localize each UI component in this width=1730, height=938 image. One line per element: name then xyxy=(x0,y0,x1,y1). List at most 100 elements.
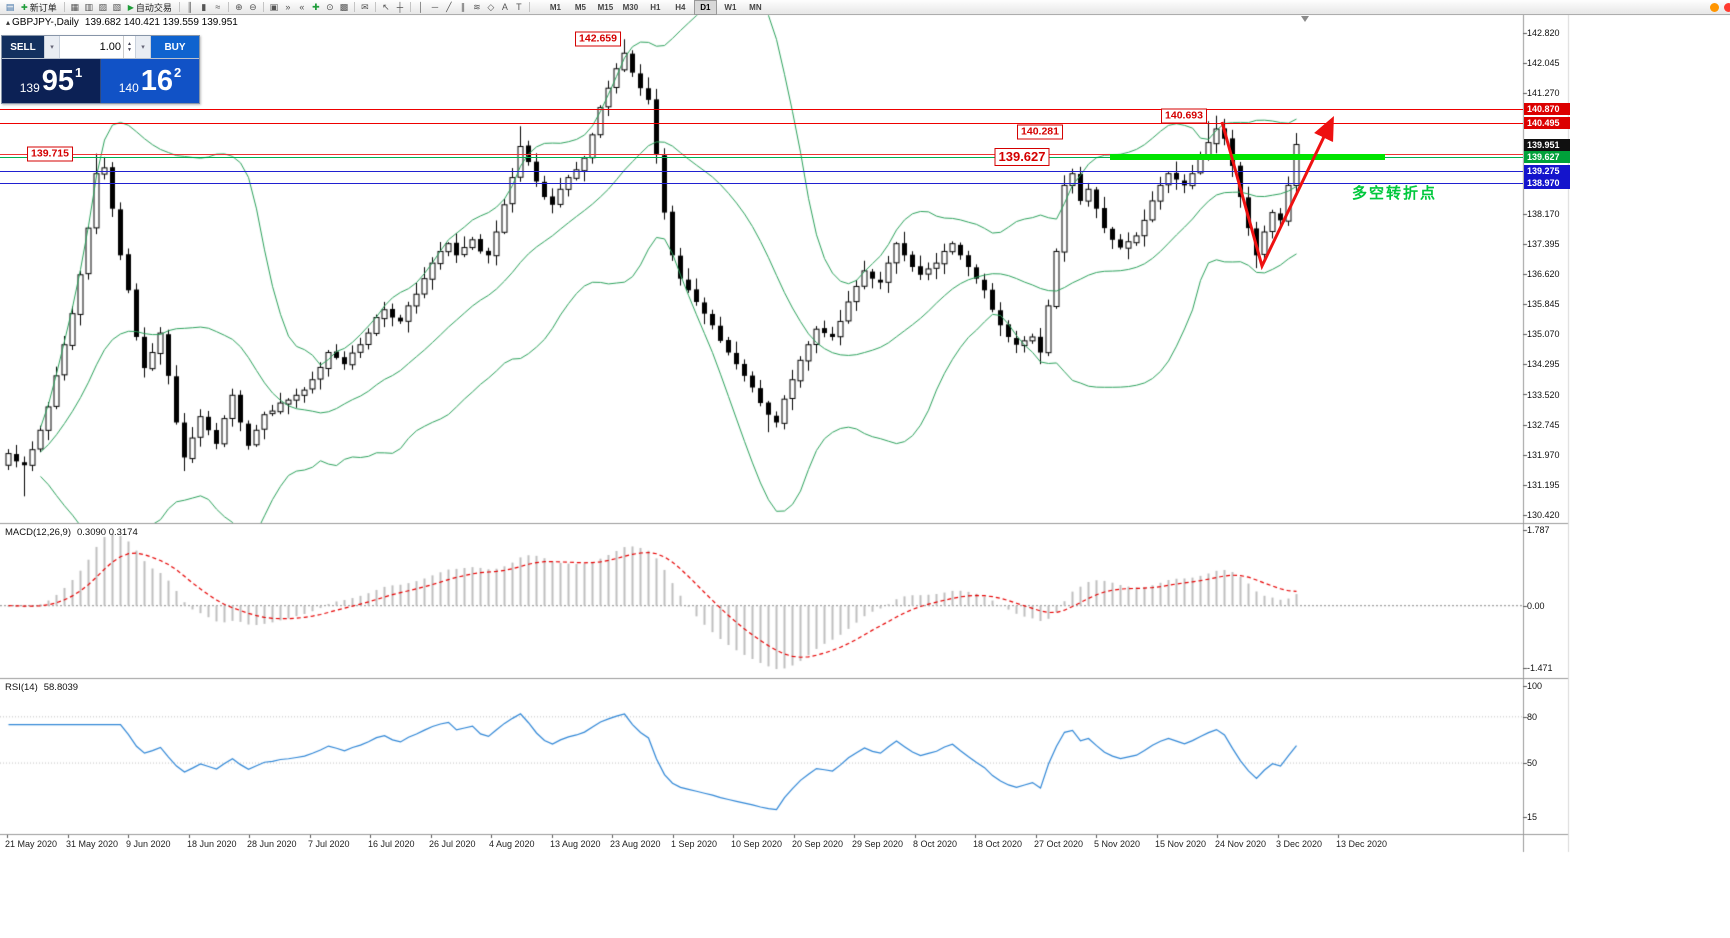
shapes-icon[interactable]: ◇ xyxy=(487,1,495,12)
templates-icon[interactable]: ▩ xyxy=(339,1,349,12)
toolbar-separator xyxy=(409,2,411,12)
tile-windows-icon[interactable]: ▣ xyxy=(269,1,279,12)
buy-price-big: 16 xyxy=(140,64,174,97)
macd-axis-label: -1.471 xyxy=(1527,663,1553,673)
toolbar-separator xyxy=(227,2,229,12)
fibonacci-icon[interactable]: ≋ xyxy=(473,1,481,12)
zoom-out-icon[interactable]: ⊖ xyxy=(249,1,257,12)
volume-input[interactable] xyxy=(60,36,123,58)
resistance-line-140495[interactable] xyxy=(0,123,1523,124)
terminal-app-icon[interactable]: ▤ xyxy=(5,1,15,12)
market-watch-icon[interactable]: ▨ xyxy=(98,1,107,12)
resistance-tag-140495: 140.495 xyxy=(1524,117,1570,130)
line-chart-icon[interactable]: ≈ xyxy=(215,1,221,12)
volume-stepper[interactable]: ▲ ▼ xyxy=(123,36,135,58)
price-axis-label: 135.070 xyxy=(1527,329,1560,340)
timeframe-h4-button[interactable]: H4 xyxy=(675,2,686,12)
new-order-button-label: 新订单 xyxy=(29,2,57,13)
macd-name: MACD(12,26,9) xyxy=(5,527,71,538)
annotation-note-text[interactable]: 多空转折点 xyxy=(1352,185,1438,202)
cursor-icon[interactable]: ↖ xyxy=(382,1,390,12)
sell-button[interactable]: SELL xyxy=(2,36,44,58)
date-axis-label: 7 Jul 2020 xyxy=(308,839,350,849)
rsi-axis-label: 50 xyxy=(1527,758,1538,769)
timeframe-m5-button[interactable]: M5 xyxy=(574,2,586,12)
price-axis-label: 136.620 xyxy=(1527,269,1560,279)
resistance-line-140870[interactable] xyxy=(0,109,1523,110)
rsi-axis-label: 100 xyxy=(1527,681,1543,691)
date-axis-label: 31 May 2020 xyxy=(66,839,119,849)
indicators-add-icon[interactable]: ✚ xyxy=(312,1,320,12)
toolbar-separator xyxy=(353,2,355,12)
candlestick-chart-icon[interactable]: ▮ xyxy=(201,1,207,12)
chart-symbol-icon: ▴ xyxy=(6,18,11,27)
timeframe-w1-button[interactable]: W1 xyxy=(724,2,737,12)
date-axis-label: 9 Jun 2020 xyxy=(126,839,171,849)
periods-icon[interactable]: ⊙ xyxy=(326,1,334,12)
buy-button[interactable]: BUY xyxy=(151,36,199,58)
timeframe-m1-button[interactable]: M1 xyxy=(549,2,561,12)
price-axis-label: 142.045 xyxy=(1527,58,1560,69)
new-chart-icon[interactable]: ▦ xyxy=(70,1,79,12)
timeframe-h1-button[interactable]: H1 xyxy=(650,2,661,12)
chart-shift-marker[interactable] xyxy=(1301,16,1309,22)
price-label-139715[interactable]: 139.715 xyxy=(27,146,73,162)
sell-quote-button[interactable]: 139 95 1 xyxy=(2,59,101,103)
support-zone-bar[interactable] xyxy=(1110,154,1385,161)
date-axis-label: 27 Oct 2020 xyxy=(1034,839,1084,849)
vertical-line-icon[interactable]: │ xyxy=(418,1,424,12)
date-axis-label: 16 Jul 2020 xyxy=(368,839,415,849)
crosshair-icon[interactable]: ┼ xyxy=(396,1,404,12)
buy-price-sup: 2 xyxy=(174,65,182,80)
sell-price-sup: 1 xyxy=(75,65,83,80)
support-line-139275[interactable] xyxy=(0,171,1523,172)
price-axis-label: 134.295 xyxy=(1527,359,1560,370)
trendline-icon[interactable]: ╱ xyxy=(446,1,452,12)
record-dot[interactable] xyxy=(1724,2,1730,12)
buy-options-dropdown[interactable]: ▾ xyxy=(135,36,151,58)
price-axis-label: 142.820 xyxy=(1527,28,1560,38)
sell-options-dropdown[interactable]: ▾ xyxy=(44,36,60,58)
horizontal-line-icon[interactable]: ─ xyxy=(431,1,439,12)
timeframe-m30-button[interactable]: M30 xyxy=(622,2,639,12)
auto-scroll-icon[interactable]: » xyxy=(285,1,291,12)
toolbar-separator xyxy=(262,2,264,12)
price-label-142659[interactable]: 142.659 xyxy=(575,31,621,47)
autotrading-button[interactable]: ▶ 自动交易 xyxy=(124,1,176,14)
timeframe-m15-button[interactable]: M15 xyxy=(597,2,614,12)
volume-field: ▲▼ xyxy=(60,36,135,58)
support-line-138970[interactable] xyxy=(0,183,1523,184)
date-axis-label: 29 Sep 2020 xyxy=(852,839,904,849)
macd-indicator-label: MACD(12,26,9) 0.3090 0.3174 xyxy=(5,527,138,538)
alert-dot[interactable] xyxy=(1710,2,1719,12)
buy-quote-button[interactable]: 140 16 2 xyxy=(101,59,199,103)
timeframe-mn-button[interactable]: MN xyxy=(749,2,762,12)
date-axis-label: 21 May 2020 xyxy=(5,839,58,849)
new-order-button[interactable]: ✚ 新订单 xyxy=(17,1,61,14)
bar-chart-icon[interactable]: ║ xyxy=(186,1,194,12)
chart-shift-icon[interactable]: « xyxy=(299,1,305,12)
chevron-down-icon: ▾ xyxy=(50,44,54,51)
toolbar: ▤ ✚ 新订单 ▦ ▥ ▨ ▧ ▶ 自动交易 ║ ▮ ≈ ⊕ ⊖ ▣ » « ✚ ⊙ ▩ ✉ ↖ ┼ │ ─ ╱ ∥ ≋ ◇ A T M1 M5… xyxy=(0,0,1730,15)
price-label-139627[interactable]: 139.627 xyxy=(994,148,1050,167)
support-line-139627[interactable] xyxy=(0,157,1523,158)
timeframe-d1-button[interactable]: D1 xyxy=(693,0,717,15)
price-label-140693[interactable]: 140.693 xyxy=(1161,108,1207,124)
profiles-icon[interactable]: ▥ xyxy=(84,1,93,12)
level-line-139715[interactable] xyxy=(0,154,1523,155)
price-label-140281[interactable]: 140.281 xyxy=(1017,124,1063,140)
zoom-in-icon[interactable]: ⊕ xyxy=(235,1,243,12)
date-axis-label: 5 Nov 2020 xyxy=(1094,839,1141,849)
date-axis-label: 13 Dec 2020 xyxy=(1336,839,1388,849)
mail-icon[interactable]: ✉ xyxy=(361,1,369,12)
arrow-tool-icon[interactable]: T xyxy=(516,1,522,12)
resistance-tag-140870: 140.870 xyxy=(1524,102,1570,115)
data-window-icon[interactable]: ▧ xyxy=(112,1,121,12)
text-tool-icon[interactable]: A xyxy=(501,1,508,12)
macd-axis-label: 1.787 xyxy=(1527,525,1550,535)
date-axis-label: 13 Aug 2020 xyxy=(550,839,601,849)
equidistant-channel-icon[interactable]: ∥ xyxy=(460,1,466,12)
sell-price-prefix: 139 xyxy=(19,81,40,95)
